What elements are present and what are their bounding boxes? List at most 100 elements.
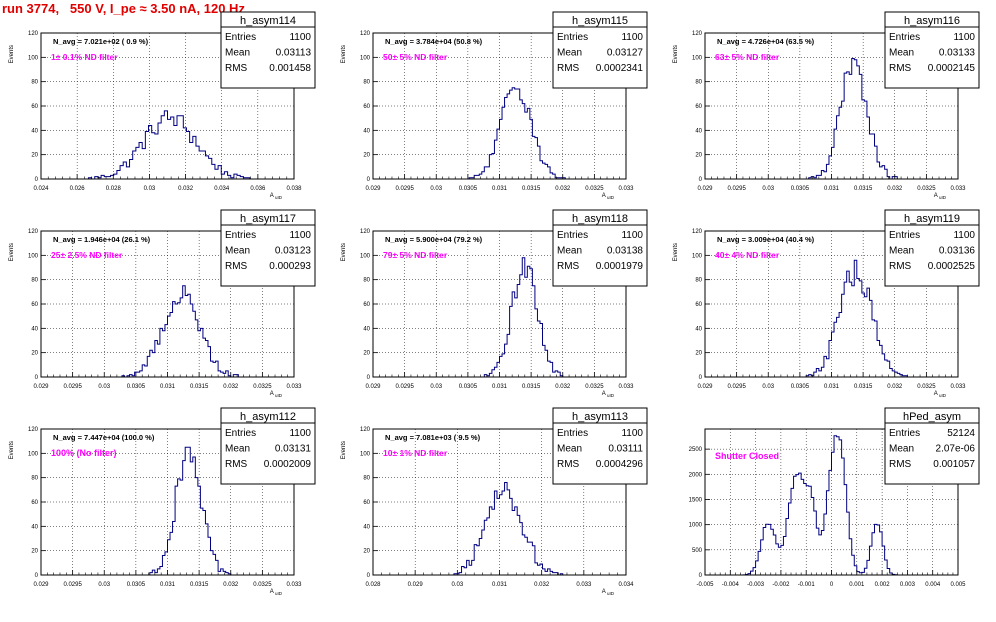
stats-title: h_asym117 — [240, 213, 296, 225]
stats-box — [552, 11, 648, 89]
y-tick-label: 120 — [360, 427, 371, 433]
y-tick-label: 20 — [363, 549, 370, 555]
x-tick-label: 0.0295 — [727, 384, 746, 390]
y-tick-label: 0 — [35, 375, 39, 381]
y-tick-label: 60 — [695, 302, 702, 308]
navg-label: N_avg = 7.447e+04 (100.0 %) — [53, 433, 155, 442]
x-tick-label: 0.034 — [214, 186, 230, 192]
navg-label: N_avg = 4.726e+04 (63.5 %) — [717, 37, 815, 46]
y-axis-title: Events — [341, 243, 347, 261]
y-tick-label: 20 — [31, 153, 38, 159]
x-tick-label: 0.028 — [106, 186, 122, 192]
histogram-panel-h_asym112: 0.029 0.0295 0.03 0.0305 0.031 0.0315 0.032 0.0… — [9, 407, 316, 596]
x-tick-label: 0.0305 — [127, 384, 146, 390]
x-tick-label: 0.029 — [33, 582, 49, 588]
y-tick-label: 60 — [363, 302, 370, 308]
y-tick-label: 40 — [695, 326, 702, 332]
histogram-panel-h_asym113: 0.028 0.029 0.03 0.031 0.032 0.033 0.034 0 20 40 6… — [341, 407, 648, 596]
histogram-panel-h_asym117: 0.029 0.0295 0.03 0.0305 0.031 0.0315 0.032 0.0… — [9, 209, 316, 398]
x-tick-label: 0.033 — [618, 186, 634, 192]
y-tick-label: 80 — [695, 278, 702, 284]
x-axis-title: A uID — [270, 589, 283, 596]
x-tick-label: 0.004 — [925, 582, 941, 588]
y-tick-label: 60 — [363, 500, 370, 506]
filter-label: 63± 5% ND filter — [715, 52, 780, 62]
x-tick-label: -0.005 — [696, 582, 714, 588]
x-axis-title: A uID — [602, 193, 615, 200]
navg-label: N_avg = 3.784e+04 (50.8 %) — [385, 37, 483, 46]
x-tick-label: 0.001 — [849, 582, 865, 588]
stats-title: h_asym118 — [572, 213, 628, 225]
stats-box — [220, 11, 316, 89]
stats-label: Mean — [889, 444, 914, 455]
x-tick-label: 0.0325 — [253, 384, 272, 390]
stats-label: RMS — [225, 63, 248, 74]
x-tick-label: 0.0305 — [459, 186, 478, 192]
stats-label: Entries — [225, 230, 256, 241]
stats-label: Mean — [557, 48, 582, 59]
y-tick-label: 20 — [31, 549, 38, 555]
x-tick-label: 0.029 — [697, 186, 713, 192]
x-tick-label: 0.0295 — [727, 186, 746, 192]
stats-box — [884, 11, 980, 89]
y-tick-label: 100 — [692, 253, 703, 259]
stats-title: h_asym116 — [904, 15, 960, 27]
navg-label: N_avg = 3.009e+04 (40.4 %) — [717, 235, 815, 244]
y-tick-label: 0 — [367, 375, 371, 381]
y-tick-label: 40 — [363, 524, 370, 530]
stats-label: Entries — [889, 32, 920, 43]
x-tick-label: 0.034 — [618, 582, 634, 588]
y-tick-label: 60 — [31, 302, 38, 308]
y-tick-label: 1500 — [689, 497, 703, 503]
stats-value: 0.0001979 — [596, 261, 644, 272]
stats-box — [220, 407, 316, 485]
x-tick-label: 0.031 — [824, 186, 840, 192]
x-tick-label: 0.03 — [98, 582, 110, 588]
x-tick-label: 0.029 — [365, 384, 381, 390]
x-tick-label: 0.033 — [618, 384, 634, 390]
stats-value: 0.0002525 — [928, 261, 976, 272]
y-axis-title: Events — [341, 441, 347, 459]
stats-label: Mean — [557, 444, 582, 455]
x-axis-title: A uID — [270, 193, 283, 200]
x-tick-label: 0.031 — [492, 186, 508, 192]
stats-label: Entries — [557, 230, 588, 241]
y-tick-label: 60 — [695, 104, 702, 110]
filter-label: 1± 0.1% ND filter — [51, 52, 118, 62]
y-tick-label: 120 — [360, 229, 371, 235]
x-tick-label: 0.0295 — [63, 582, 82, 588]
x-tick-label: 0.0305 — [791, 186, 810, 192]
x-tick-label: 0.028 — [365, 582, 381, 588]
stats-label: Mean — [225, 48, 250, 59]
y-tick-label: 2500 — [689, 447, 703, 453]
stats-value: 1100 — [621, 32, 643, 43]
y-tick-label: 120 — [692, 31, 703, 37]
x-tick-label: 0.003 — [900, 582, 916, 588]
x-tick-label: 0.032 — [223, 384, 239, 390]
stats-label: Entries — [557, 428, 588, 439]
stats-box — [884, 209, 980, 287]
y-tick-label: 0 — [35, 177, 39, 183]
x-tick-label: 0.0295 — [395, 186, 414, 192]
x-tick-label: 0.03 — [762, 384, 774, 390]
x-tick-label: 0.0295 — [63, 384, 82, 390]
stats-value: 0.03133 — [939, 48, 976, 59]
y-tick-label: 20 — [363, 351, 370, 357]
y-tick-label: 20 — [363, 153, 370, 159]
x-tick-label: 0.029 — [697, 384, 713, 390]
y-tick-label: 80 — [31, 80, 38, 86]
stats-box — [884, 407, 980, 485]
y-tick-label: 2000 — [689, 472, 703, 478]
filter-label: 25± 2.5% ND filter — [51, 250, 123, 260]
stats-box — [552, 209, 648, 287]
stats-value: 0.0004296 — [596, 459, 644, 470]
x-tick-label: 0.033 — [950, 186, 966, 192]
y-tick-label: 80 — [31, 278, 38, 284]
histogram-panel-h_asym118: 0.029 0.0295 0.03 0.0305 0.031 0.0315 0.032 0.0… — [341, 209, 648, 398]
x-tick-label: -0.001 — [798, 582, 816, 588]
y-tick-label: 100 — [692, 55, 703, 61]
x-tick-label: 0.0325 — [585, 186, 604, 192]
stats-value: 0.03123 — [275, 246, 312, 257]
stats-title: h_asym112 — [240, 411, 296, 423]
stats-label: RMS — [889, 63, 912, 74]
